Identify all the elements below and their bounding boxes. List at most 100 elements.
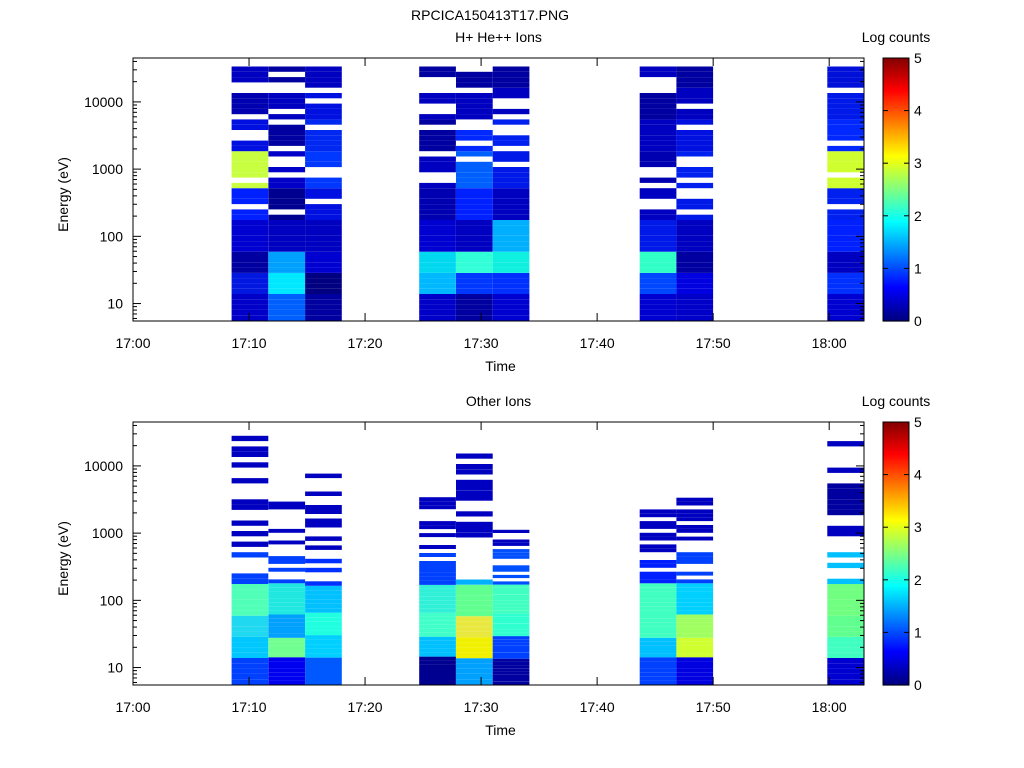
y-axis-label: Energy (eV) (55, 521, 71, 596)
heatmap-cell (268, 230, 306, 236)
heatmap-cell (827, 658, 864, 664)
heatmap-cell (419, 214, 456, 220)
heatmap-cell (268, 637, 306, 642)
heatmap-cell (419, 580, 456, 585)
colorbar-segment (883, 538, 909, 541)
heatmap-cell (268, 188, 306, 194)
heatmap-cell (231, 673, 269, 680)
heatmap-cell (419, 588, 456, 593)
heatmap-cell (639, 188, 677, 194)
colorbar-segment (883, 505, 909, 509)
heatmap-cell (676, 618, 714, 623)
heatmap-cell (827, 235, 864, 242)
y-tick-label: 100 (100, 592, 124, 608)
heatmap-cell (827, 108, 864, 115)
heatmap-cell (419, 660, 456, 665)
time-column (827, 441, 864, 685)
heatmap-cell (492, 262, 530, 268)
colorbar-segment (883, 318, 909, 322)
heatmap-cell (827, 66, 864, 72)
colorbar-segment (883, 60, 909, 63)
heatmap-cell (676, 653, 714, 658)
heatmap-cell (305, 315, 342, 321)
heatmap-cell (231, 541, 269, 547)
heatmap-cell (268, 124, 306, 130)
colorbar-segment (883, 231, 909, 234)
colorbar-segment (883, 196, 909, 199)
heatmap-cell (419, 624, 456, 629)
colorbar-segment (883, 301, 909, 305)
heatmap-cell (676, 602, 714, 607)
heatmap-cell (456, 626, 493, 632)
colorbar-tick-label: 5 (914, 50, 922, 66)
colorbar-segment (883, 277, 909, 280)
heatmap-cell (305, 299, 342, 305)
heatmap-cell (268, 610, 306, 615)
colorbar-segment (883, 312, 909, 316)
heatmap-cell (492, 549, 530, 553)
colorbar-segment (883, 185, 909, 188)
colorbar-segment (883, 198, 909, 202)
colorbar-segment (883, 617, 909, 620)
heatmap-cell (419, 664, 456, 669)
y-axis-label: Energy (eV) (55, 157, 71, 232)
heatmap-cell (231, 198, 269, 205)
heatmap-cell (268, 288, 306, 294)
time-column (268, 501, 306, 685)
heatmap-cell (639, 680, 677, 685)
heatmap-cell (419, 182, 456, 189)
heatmap-cell (456, 490, 493, 496)
heatmap-cell (419, 636, 456, 641)
heatmap-cell (419, 652, 456, 657)
heatmap-cell (492, 71, 530, 78)
heatmap-cell (305, 473, 342, 479)
colorbar-segment (883, 667, 909, 671)
heatmap-cell (492, 529, 530, 533)
colorbar-segment (883, 299, 909, 302)
colorbar-segment (883, 641, 909, 644)
heatmap-cell (231, 267, 269, 273)
heatmap-cell (305, 523, 342, 528)
colorbar-segment (883, 665, 909, 669)
colorbar-segment (883, 274, 909, 278)
colorbar-frame (882, 57, 910, 322)
heatmap-cell (268, 198, 306, 205)
colorbar-segment (883, 498, 909, 502)
heatmap-cell (492, 678, 530, 682)
heatmap-cell (492, 214, 530, 220)
heatmap-cell (419, 501, 456, 506)
colorbar-segment (883, 568, 909, 572)
heatmap-cell (827, 642, 864, 648)
colorbar-segment (883, 110, 909, 114)
heatmap-cell (676, 309, 714, 316)
heatmap-cell (676, 630, 714, 634)
y-tick-label: 1000 (92, 525, 123, 541)
colorbar-segment (883, 514, 909, 517)
heatmap-cell (639, 235, 677, 242)
colorbar-segment (883, 439, 909, 443)
heatmap-cell (456, 251, 493, 257)
heatmap-cell (231, 193, 269, 199)
heatmap-cell (827, 673, 864, 680)
heatmap-cell (827, 288, 864, 294)
heatmap-cell (492, 246, 530, 252)
heatmap-cell (676, 241, 714, 247)
heatmap-cell (639, 672, 677, 677)
colorbar-segment (883, 97, 909, 101)
heatmap-cell (492, 93, 530, 99)
heatmap-cell (827, 145, 864, 152)
colorbar-segment (883, 257, 909, 261)
heatmap-cell (676, 283, 714, 289)
heatmap-cell (231, 679, 269, 685)
colorbar-segment (883, 553, 909, 557)
heatmap-cell (492, 581, 530, 585)
colorbar-segment (883, 610, 909, 614)
heatmap-cell (827, 82, 864, 88)
heatmap-cell (305, 594, 342, 600)
heatmap-cell (639, 267, 677, 273)
heatmap-cell (456, 235, 493, 242)
heatmap-cell (639, 257, 677, 263)
heatmap-cell (676, 262, 714, 268)
colorbar-segment (883, 601, 909, 605)
heatmap-cell (492, 299, 530, 305)
